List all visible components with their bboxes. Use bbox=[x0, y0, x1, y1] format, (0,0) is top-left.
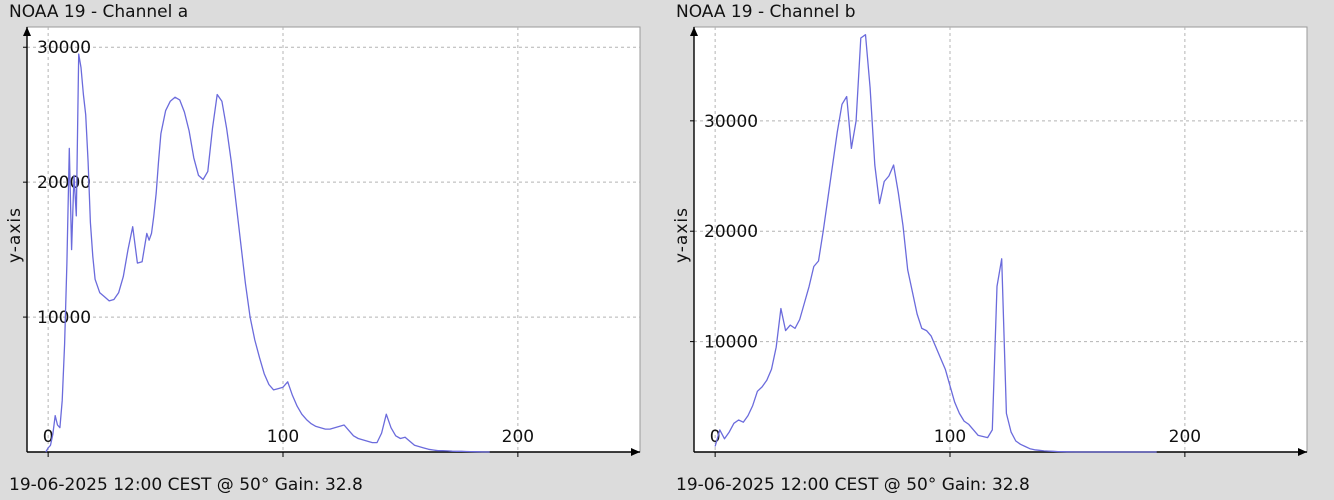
x-tick-label: 0 bbox=[710, 427, 721, 447]
chart-title: NOAA 19 - Channel b bbox=[676, 2, 856, 22]
chart-title: NOAA 19 - Channel a bbox=[9, 2, 189, 22]
x-axis-arrow bbox=[631, 448, 640, 456]
y-tick-label: 30000 bbox=[704, 112, 758, 132]
x-axis-arrow bbox=[1298, 448, 1307, 456]
chart-plot-area: 0 100 200 10000 20000 30000 bbox=[23, 26, 641, 457]
y-tick-label: 10000 bbox=[37, 308, 91, 328]
chart-footer: 19-06-2025 12:00 CEST @ 50° Gain: 32.8 bbox=[676, 475, 1030, 495]
y-axis-arrow bbox=[23, 27, 31, 36]
plot-background bbox=[693, 26, 1308, 453]
y-tick-label: 30000 bbox=[37, 38, 91, 58]
plot-background bbox=[26, 26, 641, 453]
x-tick-label: 100 bbox=[267, 427, 299, 447]
y-tick-label: 20000 bbox=[37, 173, 91, 193]
series-line bbox=[714, 34, 1157, 453]
series-line bbox=[45, 53, 490, 453]
x-tick-label: 100 bbox=[934, 427, 966, 447]
chart-panel-channel-a: NOAA 19 - Channel a y-axis 0 100 200 10000 2… bbox=[5, 2, 641, 495]
x-tick-label: 0 bbox=[43, 427, 54, 447]
chart-plot-area: 0 100 200 10000 20000 30000 bbox=[690, 26, 1308, 457]
x-tick-label: 200 bbox=[502, 427, 534, 447]
y-tick-label: 10000 bbox=[704, 333, 758, 353]
chart-panel-channel-b: NOAA 19 - Channel b y-axis 0 100 200 10000 2… bbox=[667, 0, 1334, 500]
x-tick-label: 200 bbox=[1169, 427, 1201, 447]
chart-footer: 19-06-2025 12:00 CEST @ 50° Gain: 32.8 bbox=[9, 475, 363, 495]
y-tick-label: 20000 bbox=[704, 222, 758, 242]
y-axis-arrow bbox=[690, 27, 698, 36]
